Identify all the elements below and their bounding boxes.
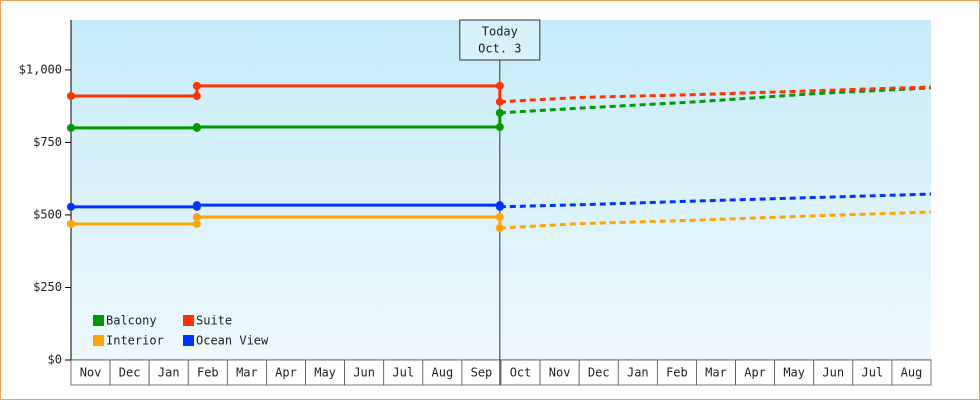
x-tick-label: Feb: [197, 366, 219, 380]
point: [192, 123, 201, 132]
month-cell: [539, 359, 580, 386]
point: [495, 123, 504, 132]
x-tick-label: Aug: [901, 366, 923, 380]
month-cell: [617, 359, 658, 386]
x-tick-label: Nov: [549, 366, 571, 380]
x-tick-label: Nov: [80, 366, 102, 380]
x-tick-label: Jan: [627, 366, 649, 380]
point: [67, 202, 75, 211]
point: [67, 123, 75, 132]
month-cell: [774, 359, 815, 386]
legend-label: Balcony: [106, 314, 157, 328]
month-cell: [891, 359, 932, 386]
y-tick-label: $1,000: [19, 62, 62, 76]
legend-swatch: [93, 335, 104, 346]
x-tick-label: Jul: [392, 366, 414, 380]
today-label: Today: [482, 25, 518, 39]
forecast-line: [499, 192, 932, 209]
x-tick-label: Jan: [158, 366, 180, 380]
month-cell: [422, 359, 463, 386]
forecast-line: [499, 85, 932, 104]
point: [192, 201, 201, 210]
legend-label: Ocean View: [196, 334, 269, 348]
legend-swatch: [93, 315, 104, 326]
x-tick-label: Mar: [236, 366, 258, 380]
x-tick-label: Oct: [510, 366, 532, 380]
point: [495, 202, 504, 211]
month-cell: [226, 359, 267, 386]
point: [495, 97, 504, 106]
x-tick-label: May: [783, 366, 805, 380]
point: [192, 212, 201, 221]
x-tick-label: Mar: [705, 366, 727, 380]
point: [192, 81, 201, 90]
point: [495, 108, 504, 117]
x-tick-label: Jun: [353, 366, 375, 380]
y-tick-label: $0: [48, 353, 62, 367]
month-cell: [148, 359, 189, 386]
x-tick-label: Aug: [432, 366, 454, 380]
x-tick-label: Sep: [471, 366, 493, 380]
legend-label: Suite: [196, 314, 232, 328]
y-tick-label: $750: [33, 135, 62, 149]
point: [495, 224, 504, 233]
x-tick-label: Apr: [744, 366, 766, 380]
point: [495, 212, 504, 221]
x-tick-label: Apr: [275, 366, 297, 380]
today-label: Oct. 3: [478, 42, 521, 56]
point: [67, 219, 75, 228]
x-tick-label: Feb: [666, 366, 688, 380]
x-tick-label: Jun: [822, 366, 844, 380]
legend-swatch: [183, 315, 194, 326]
month-cell: [344, 359, 385, 386]
month-cell: [735, 359, 776, 386]
y-tick-label: $250: [33, 280, 62, 294]
forecast-line: [499, 86, 932, 115]
y-tick-label: $500: [33, 207, 62, 221]
x-tick-label: May: [314, 366, 336, 380]
month-cell: [813, 359, 854, 386]
plot-area: [71, 20, 931, 360]
month-cell: [70, 359, 111, 386]
x-tick-label: Dec: [119, 366, 141, 380]
month-cell: [500, 359, 541, 386]
month-cell: [656, 359, 697, 386]
x-tick-label: Jul: [862, 366, 884, 380]
today-box: [459, 19, 541, 61]
point: [192, 92, 201, 101]
series-line: [71, 203, 502, 209]
point: [495, 81, 504, 90]
legend-label: Interior: [106, 334, 164, 348]
forecast-line: [499, 210, 932, 230]
month-cell: [852, 359, 893, 386]
legend-swatch: [183, 335, 194, 346]
point: [192, 219, 201, 228]
point: [67, 92, 75, 101]
month-cell: [109, 359, 150, 386]
month-cell: [187, 359, 228, 386]
x-tick-label: Dec: [588, 366, 610, 380]
